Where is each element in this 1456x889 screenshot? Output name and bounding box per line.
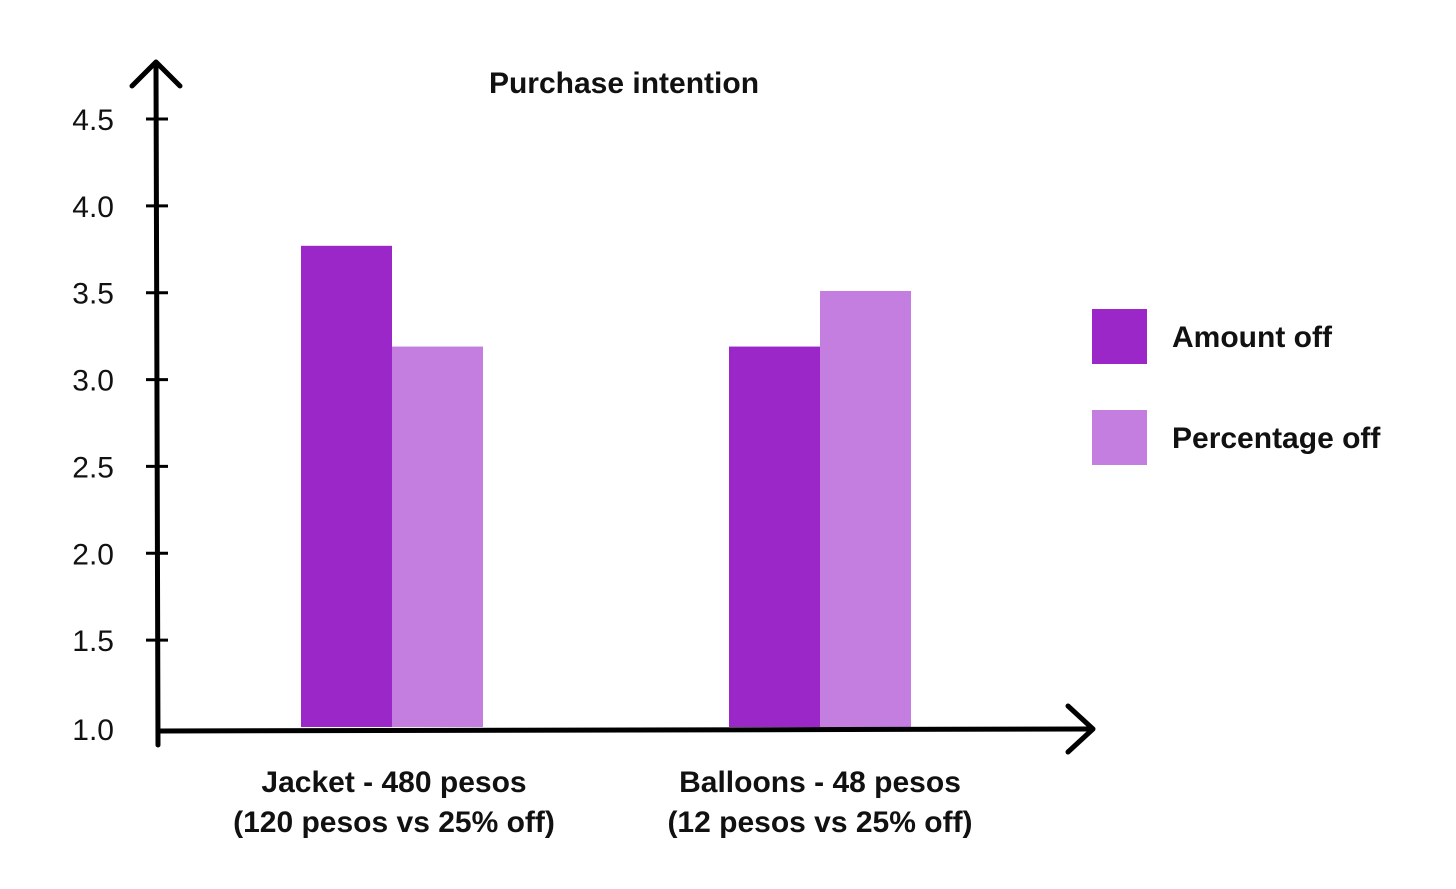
bar-percentage-off-0 — [392, 346, 483, 727]
bars-layer — [301, 245, 911, 727]
category-label: (120 pesos vs 25% off) — [233, 806, 555, 839]
legend: Amount off Percentage off — [1092, 309, 1381, 465]
x-axis-arrow-icon — [1065, 703, 1096, 755]
legend-swatch — [1092, 309, 1147, 364]
y-tick-label: 3.0 — [72, 365, 114, 398]
category-label: Jacket - 480 pesos — [261, 766, 526, 799]
y-tick-label: 1.0 — [72, 714, 114, 747]
x-axis-line — [157, 726, 1093, 734]
y-tick-label: 2.5 — [72, 451, 114, 484]
y-tick-label: 2.0 — [72, 538, 114, 571]
y-tick-label: 4.0 — [72, 191, 114, 224]
y-tick-label: 3.5 — [72, 278, 114, 311]
x-labels-layer: Jacket - 480 pesos (120 pesos vs 25% off)… — [233, 766, 972, 839]
category-label: (12 pesos vs 25% off) — [667, 806, 972, 839]
y-tick-label: 1.5 — [72, 625, 114, 658]
bar-percentage-off-1 — [820, 290, 911, 727]
axes-layer — [129, 59, 1096, 755]
y-axis-arrow-icon — [129, 59, 183, 89]
y-axis-line — [153, 63, 161, 748]
legend-label: Percentage off — [1172, 422, 1381, 455]
legend-swatch — [1092, 410, 1147, 465]
bar-amount-off-0 — [301, 245, 392, 727]
category-label: Balloons - 48 pesos — [679, 766, 961, 799]
y-ticks-layer: 1.0 1.5 2.0 2.5 3.0 3.5 4.0 4.5 — [72, 104, 168, 747]
chart-title: Purchase intention — [489, 67, 759, 100]
y-tick-label: 4.5 — [72, 104, 114, 137]
legend-label: Amount off — [1172, 321, 1333, 354]
bar-amount-off-1 — [729, 346, 820, 727]
